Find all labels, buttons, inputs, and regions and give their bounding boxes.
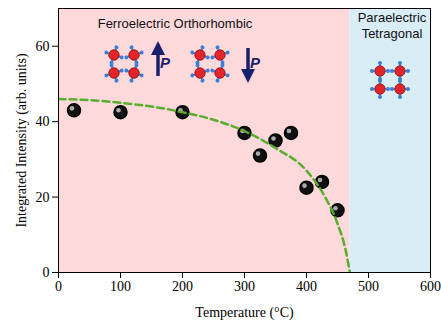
svg-text:P: P [250,54,261,71]
svg-text:20: 20 [36,190,50,205]
svg-text:400: 400 [296,279,317,294]
svg-text:600: 600 [420,279,441,294]
svg-text:0: 0 [55,279,62,294]
svg-text:Tetragonal: Tetragonal [362,26,423,41]
svg-text:Integrated Intensity (arb. uni: Integrated Intensity (arb. units) [14,53,30,228]
svg-text:40: 40 [36,114,50,129]
svg-text:100: 100 [110,279,131,294]
svg-text:Temperature (°C): Temperature (°C) [195,305,294,321]
svg-text:60: 60 [36,39,50,54]
svg-text:P: P [160,54,171,71]
svg-text:300: 300 [234,279,255,294]
svg-text:Paraelectric: Paraelectric [358,10,427,25]
svg-text:Ferroelectric Orthorhombic: Ferroelectric Orthorhombic [98,16,253,31]
svg-text:0: 0 [43,265,50,280]
svg-text:200: 200 [172,279,193,294]
svg-text:500: 500 [358,279,379,294]
